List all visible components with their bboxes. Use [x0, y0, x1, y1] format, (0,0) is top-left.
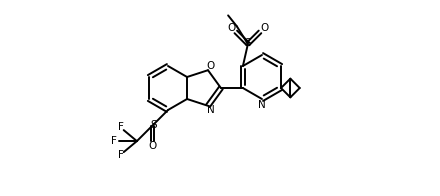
Text: N: N [207, 105, 215, 115]
Text: O: O [227, 23, 236, 33]
Text: S: S [150, 120, 157, 130]
Text: O: O [260, 23, 268, 33]
Text: F: F [118, 150, 124, 160]
Text: O: O [207, 61, 215, 71]
Text: F: F [111, 136, 117, 146]
Text: F: F [118, 122, 124, 132]
Text: O: O [148, 141, 157, 151]
Text: S: S [245, 38, 251, 48]
Text: N: N [258, 100, 266, 110]
